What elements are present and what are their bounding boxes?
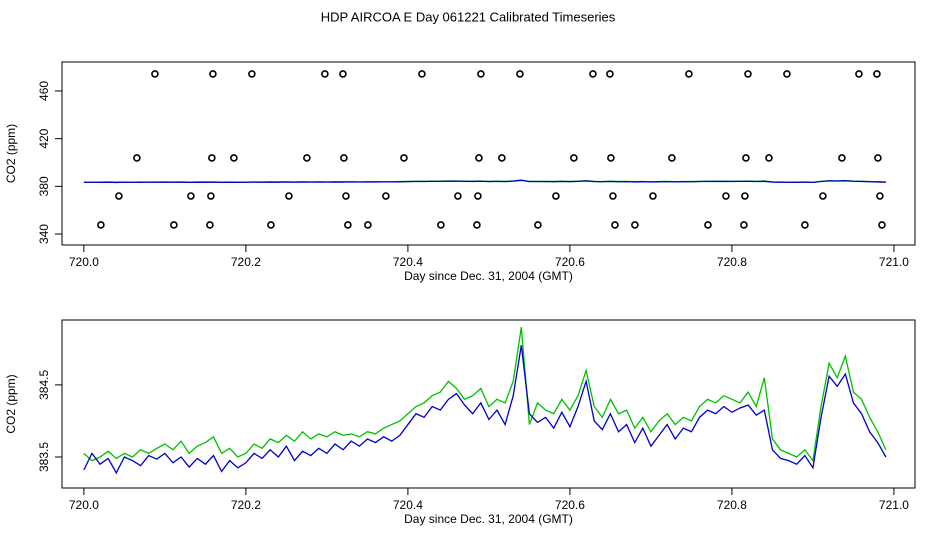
data-line xyxy=(83,179,886,184)
y-tick-label: 380 xyxy=(37,176,51,196)
point xyxy=(475,154,483,162)
x-tick-label: 720.6 xyxy=(555,255,585,269)
y-tick-label: 340 xyxy=(37,224,51,244)
point xyxy=(685,70,693,78)
point xyxy=(552,192,560,200)
data-line xyxy=(83,345,887,475)
point xyxy=(474,192,482,200)
point xyxy=(454,192,462,200)
y-tick-label: 420 xyxy=(37,128,51,148)
y-axis-label: CO2 (ppm) xyxy=(4,124,18,183)
point xyxy=(783,70,791,78)
x-tick-label: 720.4 xyxy=(393,498,423,512)
point xyxy=(534,221,542,229)
point xyxy=(668,154,676,162)
x-axis-label: Day since Dec. 31, 2004 (GMT) xyxy=(404,269,573,283)
point xyxy=(364,221,372,229)
point xyxy=(741,192,749,200)
point xyxy=(342,192,350,200)
point xyxy=(631,221,639,229)
point xyxy=(187,192,195,200)
point xyxy=(170,221,178,229)
point xyxy=(570,154,578,162)
point xyxy=(516,70,524,78)
point xyxy=(340,154,348,162)
point xyxy=(765,154,773,162)
point xyxy=(209,70,217,78)
point xyxy=(589,70,597,78)
point xyxy=(208,154,216,162)
point xyxy=(206,221,214,229)
x-tick-label: 720.4 xyxy=(393,255,423,269)
point xyxy=(382,192,390,200)
point xyxy=(477,70,485,78)
point xyxy=(874,154,882,162)
x-tick-label: 720.8 xyxy=(717,255,747,269)
x-tick-label: 720.0 xyxy=(69,255,99,269)
x-tick-label: 721.0 xyxy=(879,255,909,269)
point xyxy=(704,221,712,229)
point xyxy=(819,192,827,200)
point xyxy=(321,70,329,78)
point xyxy=(437,221,445,229)
x-tick-label: 720.6 xyxy=(555,498,585,512)
point xyxy=(873,70,881,78)
point xyxy=(115,192,123,200)
plot-frame xyxy=(61,61,916,246)
y-tick-label: 384.5 xyxy=(37,370,51,400)
point xyxy=(498,154,506,162)
point xyxy=(838,154,846,162)
point xyxy=(609,192,617,200)
y-tick-label: 383.5 xyxy=(37,442,51,472)
point xyxy=(248,70,256,78)
y-tick-label: 460 xyxy=(37,81,51,101)
data-line xyxy=(83,327,887,463)
point xyxy=(606,70,614,78)
x-tick-label: 720.2 xyxy=(231,255,261,269)
point xyxy=(303,154,311,162)
point xyxy=(722,192,730,200)
point xyxy=(801,221,809,229)
point xyxy=(649,192,657,200)
point xyxy=(400,154,408,162)
y-axis-label: CO2 (ppm) xyxy=(4,374,18,433)
point xyxy=(97,221,105,229)
point xyxy=(855,70,863,78)
point xyxy=(878,221,886,229)
x-tick-label: 720.0 xyxy=(69,498,99,512)
point xyxy=(744,70,752,78)
point xyxy=(267,221,275,229)
x-axis-label: Day since Dec. 31, 2004 (GMT) xyxy=(404,512,573,526)
point xyxy=(344,221,352,229)
point xyxy=(740,221,748,229)
point xyxy=(473,221,481,229)
x-tick-label: 720.2 xyxy=(231,498,261,512)
point xyxy=(230,154,238,162)
x-tick-label: 721.0 xyxy=(879,498,909,512)
point xyxy=(207,192,215,200)
point xyxy=(418,70,426,78)
chart-title: HDP AIRCOA E Day 061221 Calibrated Times… xyxy=(321,9,616,24)
plot-frame xyxy=(61,319,916,489)
point xyxy=(876,192,884,200)
point xyxy=(742,154,750,162)
point xyxy=(607,154,615,162)
point xyxy=(151,70,159,78)
point xyxy=(611,221,619,229)
x-tick-label: 720.8 xyxy=(717,498,747,512)
point xyxy=(133,154,141,162)
point xyxy=(285,192,293,200)
point xyxy=(339,70,347,78)
